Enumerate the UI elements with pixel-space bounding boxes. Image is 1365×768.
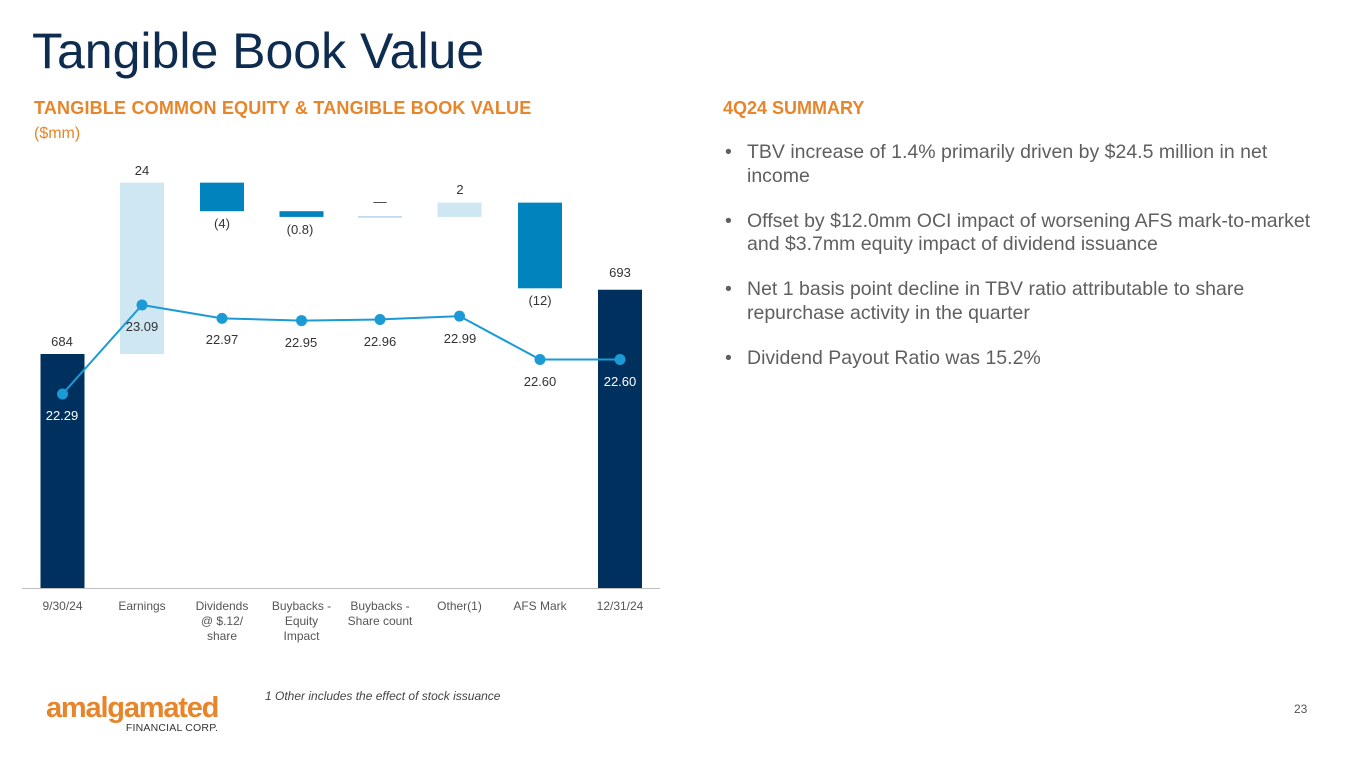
page-title: Tangible Book Value [32, 23, 485, 79]
waterfall-bar-6 [437, 202, 482, 217]
bar-value-label: 2 [456, 182, 463, 197]
category-label: @ $.12/ [201, 614, 244, 628]
bar-value-label: (0.8) [287, 222, 314, 237]
tbv-point [454, 310, 465, 322]
category-label: Earnings [118, 599, 165, 613]
tbv-value-label: 22.95 [285, 335, 318, 350]
page-number: 23 [1294, 702, 1308, 716]
waterfall-chart: 684 24 (4) (0.8) — 2 (12) 693 22.29 23.09 22.97 22.… [22, 163, 660, 643]
summary-bullet: Net 1 basis point decline in TBV ratio a… [723, 278, 1313, 326]
category-label: Buybacks - [272, 599, 331, 613]
summary-bullet: TBV increase of 1.4% primarily driven by… [723, 141, 1313, 189]
bar-value-label: (12) [528, 293, 551, 308]
category-label: Impact [283, 629, 320, 643]
category-label: Other(1) [437, 599, 482, 613]
waterfall-bar-8 [598, 289, 642, 588]
category-label: 12/31/24 [597, 599, 644, 613]
tbv-point [296, 315, 307, 327]
tbv-point [216, 312, 228, 324]
waterfall-bar-4 [279, 211, 324, 217]
waterfall-bar-7 [518, 202, 562, 289]
tbv-value-label: 23.09 [126, 319, 159, 334]
company-logo: amalgamated FINANCIAL CORP. [46, 692, 219, 735]
bar-value-label: (4) [214, 216, 230, 231]
bar-value-label: 24 [135, 163, 149, 178]
chart-unit: ($mm) [34, 125, 81, 142]
footnote: 1 Other includes the effect of stock iss… [265, 689, 501, 703]
category-label: 9/30/24 [42, 599, 82, 613]
category-label: Buybacks - [350, 599, 409, 613]
tbv-point [534, 354, 546, 366]
waterfall-bar-3 [200, 182, 244, 212]
summary-list: TBV increase of 1.4% primarily driven by… [723, 141, 1313, 391]
bar-value-label: 693 [609, 265, 631, 280]
waterfall-bar-5 [358, 216, 402, 218]
tbv-point [374, 313, 386, 325]
tbv-point [57, 388, 68, 400]
summary-title: 4Q24 SUMMARY [723, 98, 865, 118]
summary-bullet: Offset by $12.0mm OCI impact of worsenin… [723, 210, 1313, 258]
tbv-value-label: 22.96 [364, 334, 397, 349]
bar-value-label: 684 [51, 334, 73, 349]
tbv-value-label: 22.60 [524, 374, 557, 389]
logo-wordmark: amalgamated [46, 692, 219, 724]
logo-subtitle: FINANCIAL CORP. [125, 722, 219, 734]
category-label: AFS Mark [513, 599, 567, 613]
tbv-point [614, 354, 626, 366]
waterfall-bar-2 [120, 182, 164, 354]
category-label: Equity [285, 614, 318, 628]
category-label: share [207, 629, 237, 643]
tbv-value-label: 22.60 [604, 374, 637, 389]
bar-value-label: — [374, 194, 387, 209]
summary-bullet: Dividend Payout Ratio was 15.2% [723, 347, 1313, 371]
category-label: Share count [348, 614, 413, 628]
tbv-value-label: 22.97 [206, 332, 239, 347]
tbv-value-label: 22.99 [444, 331, 477, 346]
tbv-value-label: 22.29 [46, 408, 79, 423]
chart-title: TANGIBLE COMMON EQUITY & TANGIBLE BOOK V… [34, 98, 532, 118]
tbv-per-share-line [61, 303, 620, 395]
tbv-point [136, 299, 148, 311]
category-label: Dividends [196, 599, 249, 613]
